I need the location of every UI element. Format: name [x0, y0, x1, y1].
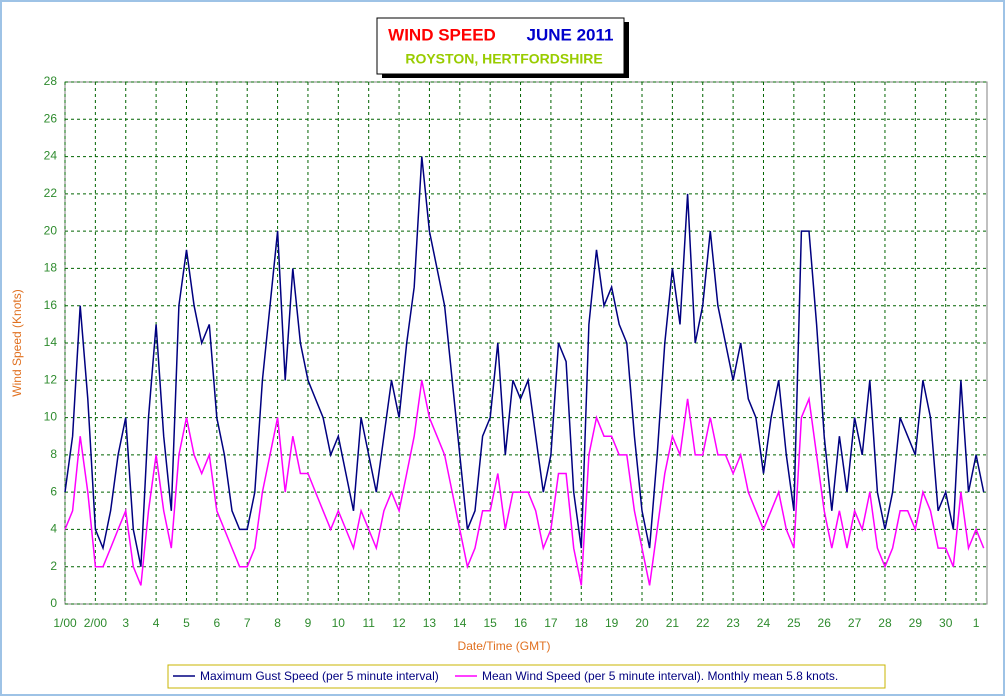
x-tick-label: 17 — [544, 616, 558, 630]
legend-label: Maximum Gust Speed (per 5 minute interva… — [200, 669, 439, 683]
x-tick-label: 2/00 — [84, 616, 108, 630]
x-tick-label: 12 — [392, 616, 406, 630]
y-tick-label: 24 — [44, 149, 58, 163]
y-tick-label: 16 — [44, 298, 58, 312]
y-axis-title: Wind Speed (Knots) — [10, 289, 24, 396]
y-tick-label: 2 — [50, 559, 57, 573]
x-tick-label: 18 — [575, 616, 589, 630]
x-tick-label: 22 — [696, 616, 710, 630]
line-series — [64, 156, 985, 567]
x-tick-label: 21 — [666, 616, 680, 630]
x-tick-label: 24 — [757, 616, 771, 630]
x-tick-label: 28 — [878, 616, 892, 630]
x-tick-label: 25 — [787, 616, 801, 630]
x-tick-label: 29 — [909, 616, 923, 630]
y-tick-label: 12 — [44, 372, 58, 386]
y-tick-label: 14 — [44, 335, 58, 349]
x-tick-label: 9 — [305, 616, 312, 630]
x-tick-label: 16 — [514, 616, 528, 630]
y-tick-label: 6 — [50, 484, 57, 498]
x-tick-label: 20 — [635, 616, 649, 630]
y-tick-label: 10 — [44, 410, 58, 424]
x-tick-label: 30 — [939, 616, 953, 630]
x-tick-label: 15 — [483, 616, 497, 630]
x-tick-label: 8 — [274, 616, 281, 630]
x-tick-label: 7 — [244, 616, 251, 630]
x-tick-label: 1/00 — [53, 616, 77, 630]
x-tick-label: 4 — [153, 616, 160, 630]
x-tick-label: 10 — [332, 616, 346, 630]
x-axis-title: Date/Time (GMT) — [458, 639, 551, 653]
x-tick-label: 1 — [973, 616, 980, 630]
chart-title-date: JUNE 2011 — [527, 25, 614, 44]
title-box — [376, 17, 625, 75]
x-tick-label: 11 — [362, 616, 375, 630]
chart-title: WIND SPEED — [388, 25, 496, 44]
y-tick-label: 26 — [44, 111, 58, 125]
y-tick-label: 0 — [50, 596, 57, 610]
line-series — [64, 380, 985, 586]
x-tick-label: 19 — [605, 616, 619, 630]
x-tick-label: 14 — [453, 616, 467, 630]
y-tick-label: 20 — [44, 223, 58, 237]
x-tick-label: 6 — [214, 616, 221, 630]
y-tick-label: 8 — [50, 447, 57, 461]
legend-label: Mean Wind Speed (per 5 minute interval).… — [482, 669, 838, 683]
y-tick-label: 28 — [44, 74, 58, 88]
x-tick-label: 27 — [848, 616, 862, 630]
x-tick-label: 5 — [183, 616, 190, 630]
x-tick-label: 23 — [726, 616, 740, 630]
y-tick-label: 18 — [44, 261, 58, 275]
x-tick-label: 26 — [818, 616, 832, 630]
x-tick-label: 13 — [423, 616, 437, 630]
x-tick-label: 3 — [122, 616, 129, 630]
legend-box — [167, 664, 886, 689]
chart-subtitle: ROYSTON, HERTFORDSHIRE — [405, 51, 602, 67]
y-tick-label: 22 — [44, 186, 58, 200]
y-tick-label: 4 — [50, 522, 57, 536]
